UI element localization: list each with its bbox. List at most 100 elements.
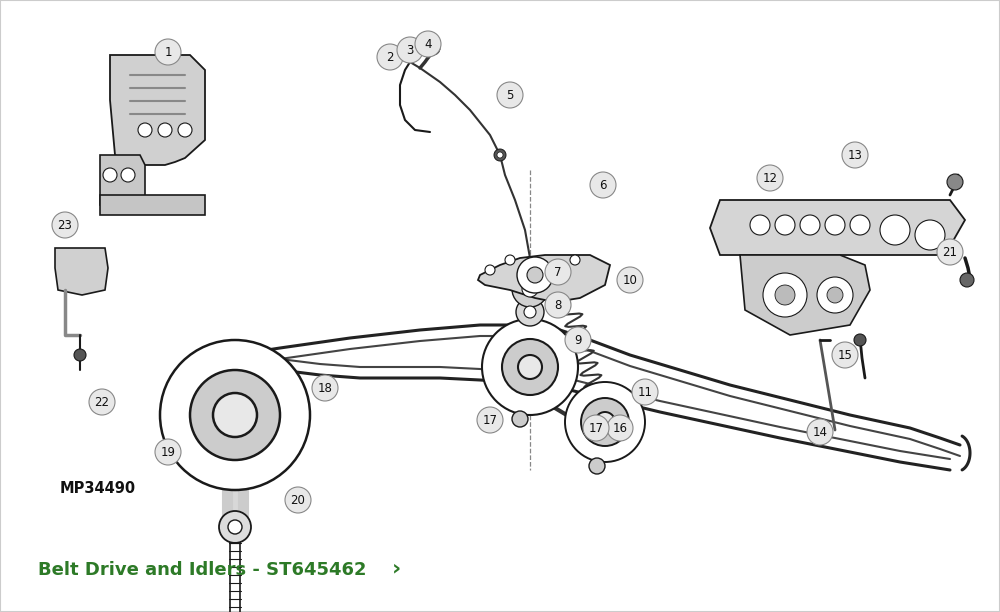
Circle shape [497, 82, 523, 108]
Circle shape [632, 379, 658, 405]
Circle shape [570, 255, 580, 265]
Polygon shape [100, 155, 145, 205]
Text: 12: 12 [762, 171, 777, 184]
Text: Belt Drive and Idlers - ST645462: Belt Drive and Idlers - ST645462 [38, 561, 367, 579]
Circle shape [178, 123, 192, 137]
Text: ›: › [392, 558, 401, 578]
Text: 16: 16 [612, 422, 628, 435]
Circle shape [285, 487, 311, 513]
Circle shape [545, 292, 571, 318]
Circle shape [763, 273, 807, 317]
Text: 13: 13 [848, 149, 862, 162]
Circle shape [155, 439, 181, 465]
Circle shape [512, 271, 548, 307]
Circle shape [915, 220, 945, 250]
Circle shape [850, 215, 870, 235]
Circle shape [583, 415, 609, 441]
Circle shape [595, 412, 615, 432]
Circle shape [190, 370, 280, 460]
Text: 11: 11 [638, 386, 652, 398]
Circle shape [505, 255, 515, 265]
Text: 17: 17 [588, 422, 604, 435]
Text: 17: 17 [482, 414, 498, 427]
Circle shape [103, 168, 117, 182]
Circle shape [750, 215, 770, 235]
Circle shape [545, 259, 571, 285]
Circle shape [477, 407, 503, 433]
Polygon shape [110, 55, 205, 165]
Polygon shape [55, 248, 108, 295]
Circle shape [947, 174, 963, 190]
Circle shape [517, 257, 553, 293]
Circle shape [312, 375, 338, 401]
Circle shape [590, 172, 616, 198]
Text: 10: 10 [623, 274, 637, 286]
Text: 23: 23 [58, 218, 72, 231]
Text: 6: 6 [599, 179, 607, 192]
Circle shape [494, 149, 506, 161]
Circle shape [800, 215, 820, 235]
Circle shape [516, 298, 544, 326]
Text: 5: 5 [506, 89, 514, 102]
Circle shape [880, 215, 910, 245]
Circle shape [527, 267, 543, 283]
Text: 1: 1 [164, 45, 172, 59]
Circle shape [482, 319, 578, 415]
Circle shape [397, 37, 423, 63]
Circle shape [589, 458, 605, 474]
Circle shape [832, 342, 858, 368]
Circle shape [827, 287, 843, 303]
Circle shape [518, 355, 542, 379]
Polygon shape [710, 200, 965, 255]
Circle shape [158, 123, 172, 137]
Text: 3: 3 [406, 43, 414, 56]
Text: 14: 14 [812, 425, 827, 439]
Circle shape [617, 267, 643, 293]
Circle shape [842, 142, 868, 168]
Polygon shape [478, 255, 610, 302]
Text: 22: 22 [95, 395, 110, 408]
Circle shape [522, 281, 538, 297]
Polygon shape [100, 195, 205, 215]
Text: 2: 2 [386, 51, 394, 64]
Circle shape [52, 212, 78, 238]
Circle shape [228, 520, 242, 534]
Circle shape [426, 41, 440, 55]
Circle shape [74, 349, 86, 361]
Circle shape [937, 239, 963, 265]
Text: MP34490: MP34490 [60, 480, 136, 496]
Circle shape [121, 168, 135, 182]
Circle shape [565, 382, 645, 462]
Circle shape [213, 393, 257, 437]
Circle shape [377, 44, 403, 70]
Circle shape [160, 340, 310, 490]
Circle shape [775, 285, 795, 305]
Circle shape [415, 31, 441, 57]
Circle shape [960, 273, 974, 287]
Text: 7: 7 [554, 266, 562, 278]
Circle shape [825, 215, 845, 235]
Circle shape [757, 165, 783, 191]
Text: 8: 8 [554, 299, 562, 312]
Circle shape [497, 152, 503, 158]
Text: 19: 19 [161, 446, 176, 458]
Circle shape [89, 389, 115, 415]
Circle shape [817, 277, 853, 313]
Polygon shape [740, 255, 870, 335]
Circle shape [565, 327, 591, 353]
Text: 18: 18 [318, 381, 332, 395]
Text: 4: 4 [424, 37, 432, 51]
Circle shape [607, 415, 633, 441]
Circle shape [219, 511, 251, 543]
Circle shape [524, 306, 536, 318]
Circle shape [581, 398, 629, 446]
Text: 20: 20 [291, 493, 305, 507]
Text: 9: 9 [574, 334, 582, 346]
Circle shape [807, 419, 833, 445]
Text: 15: 15 [838, 348, 852, 362]
Circle shape [502, 339, 558, 395]
Circle shape [485, 265, 495, 275]
Circle shape [512, 411, 528, 427]
Circle shape [775, 215, 795, 235]
Text: 21: 21 [942, 245, 957, 258]
